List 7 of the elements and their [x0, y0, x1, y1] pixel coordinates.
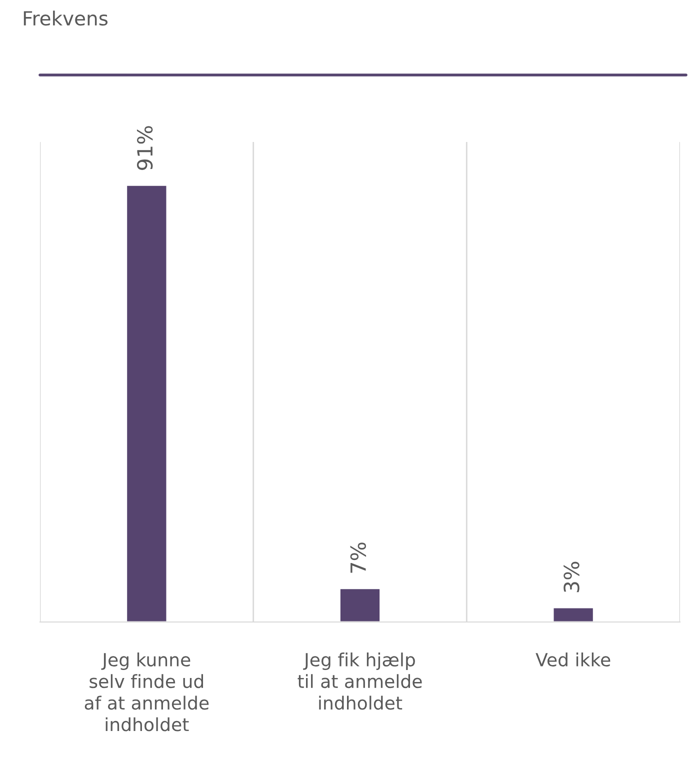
x-tick-label: Jeg fik hjælp til at anmelde indholdet — [298, 652, 422, 710]
x-tick-label: Ved ikke — [536, 652, 610, 667]
chart-title: Frekvens — [24, 10, 108, 26]
data-label: 7% — [350, 542, 366, 573]
data-label: 3% — [564, 562, 580, 592]
x-tick-label: Jeg kunne selv finde ud af at anmelde indholdet — [84, 652, 209, 732]
data-label: 91% — [136, 126, 153, 170]
